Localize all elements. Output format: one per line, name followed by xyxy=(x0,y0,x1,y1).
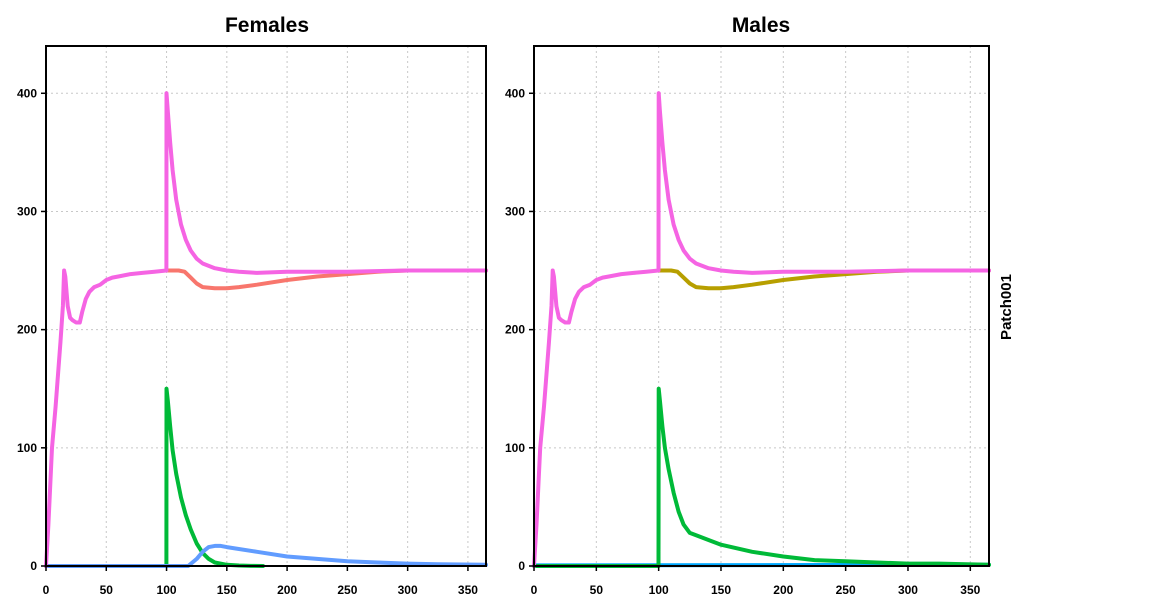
x-tick-label: 200 xyxy=(277,583,297,597)
x-tick-label: 100 xyxy=(649,583,669,597)
plot-frame xyxy=(45,45,487,567)
y-tick-label: 0 xyxy=(30,559,37,573)
strip-label: Patch001 xyxy=(998,274,1015,340)
x-tick-label: 350 xyxy=(458,583,478,597)
x-tick-label: 250 xyxy=(337,583,357,597)
series-line-3 xyxy=(44,91,488,568)
x-tick-label: 150 xyxy=(711,583,731,597)
x-tick-label: 100 xyxy=(157,583,177,597)
panel-title: Males xyxy=(732,14,790,37)
y-tick-label: 200 xyxy=(505,323,525,337)
y-tick-label: 100 xyxy=(505,441,525,455)
y-tick-label: 100 xyxy=(17,441,37,455)
series-line-0 xyxy=(44,386,265,568)
x-tick-label: 50 xyxy=(590,583,604,597)
series-line-1 xyxy=(44,543,488,568)
series-line-3 xyxy=(532,91,991,568)
y-tick-label: 200 xyxy=(17,323,37,337)
x-tick-label: 300 xyxy=(398,583,418,597)
x-tick-label: 250 xyxy=(836,583,856,597)
y-tick-label: 0 xyxy=(518,559,525,573)
plot-frame xyxy=(533,45,990,567)
x-tick-label: 50 xyxy=(100,583,114,597)
x-tick-label: 0 xyxy=(43,583,50,597)
series-line-1 xyxy=(532,386,991,568)
x-tick-label: 200 xyxy=(773,583,793,597)
panel-0: Females 0 50 100 150 200 250 300 350 0 100 200 300 40… xyxy=(17,14,488,597)
y-tick-label: 400 xyxy=(17,86,37,100)
y-tick-label: 300 xyxy=(17,204,37,218)
x-tick-label: 150 xyxy=(217,583,237,597)
y-tick-label: 300 xyxy=(505,204,525,218)
y-tick-label: 400 xyxy=(505,86,525,100)
panel-title: Females xyxy=(225,14,309,37)
panel-1: Males 0 50 100 150 200 250 300 350 0 100 200 300 400 xyxy=(505,14,991,597)
x-tick-label: 300 xyxy=(898,583,918,597)
x-tick-label: 350 xyxy=(960,583,980,597)
x-tick-label: 0 xyxy=(531,583,538,597)
